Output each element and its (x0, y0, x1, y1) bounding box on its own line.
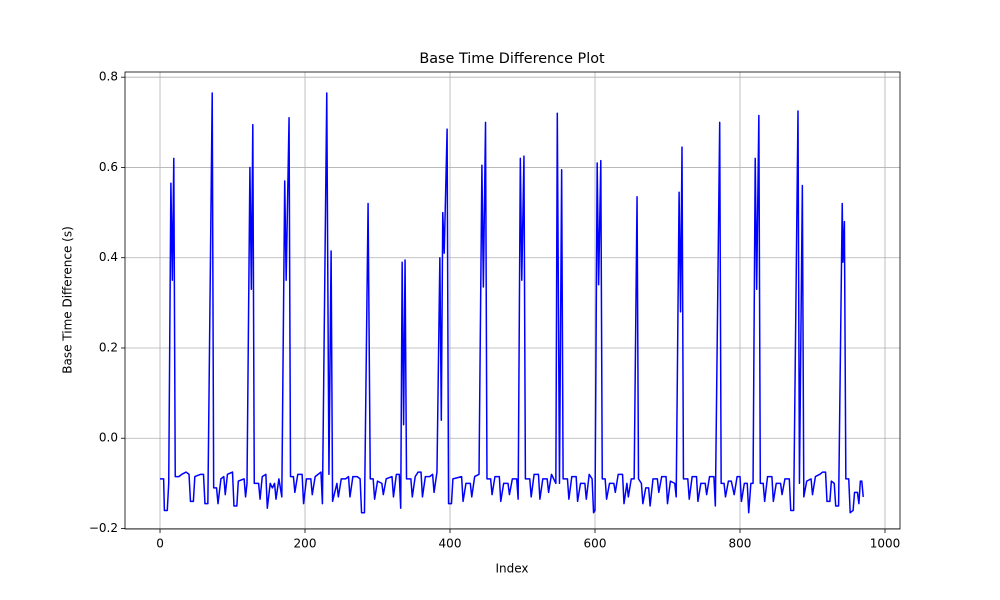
plot-frame (124, 71, 901, 530)
x-tick-label: 200 (294, 537, 317, 551)
x-tick-label: 600 (584, 537, 607, 551)
chart-title: Base Time Difference Plot (419, 51, 605, 67)
y-tick-label: 0.0 (99, 431, 118, 445)
y-axis-label: Base Time Difference (s) (61, 226, 75, 374)
y-tick-label: 0.6 (99, 160, 118, 174)
x-axis-label: Index (495, 562, 528, 576)
x-tick-label: 400 (439, 537, 462, 551)
y-tick-label: 0.2 (99, 340, 118, 354)
y-tick-label: 0.4 (99, 250, 118, 264)
y-tick-label: 0.8 (99, 70, 118, 84)
data-line (160, 92, 864, 514)
x-tick-label: 1000 (870, 537, 901, 551)
x-tick-label: 800 (729, 537, 752, 551)
y-tick-label: −0.2 (89, 521, 118, 535)
x-tick-label: 0 (156, 537, 164, 551)
